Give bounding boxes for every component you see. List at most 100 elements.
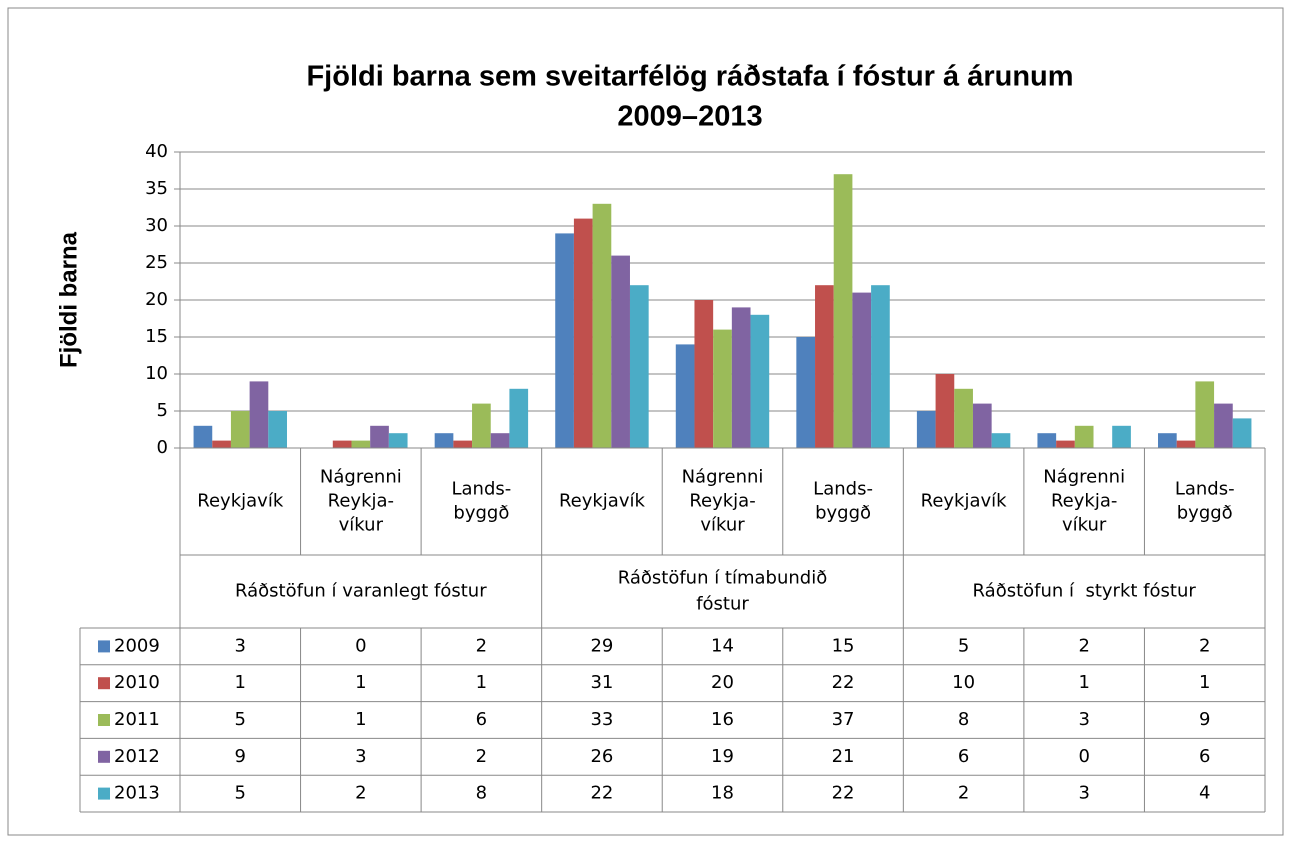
bar	[230, 411, 250, 448]
bar	[694, 300, 714, 448]
bar	[629, 285, 649, 448]
x-tick-label: Reykja-	[1051, 491, 1117, 512]
table-value: 3	[1078, 709, 1089, 730]
table-value: 2	[355, 783, 366, 804]
table-value: 1	[1078, 672, 1089, 693]
table-value: 2	[958, 783, 969, 804]
bar	[833, 174, 853, 448]
y-tick-label: 10	[145, 363, 168, 384]
table-value: 6	[1199, 746, 1210, 767]
bar	[935, 374, 955, 448]
bar	[434, 433, 454, 448]
table-value: 2	[476, 635, 487, 656]
legend-swatch	[98, 640, 110, 653]
group-label: fóstur	[696, 594, 749, 615]
table-value: 2	[476, 746, 487, 767]
x-tick-label: víkur	[339, 515, 384, 536]
x-tick-label: byggð	[1177, 503, 1233, 524]
table-value: 37	[832, 709, 855, 730]
table-value: 5	[235, 783, 246, 804]
table-value: 18	[711, 783, 734, 804]
table-value: 3	[1078, 783, 1089, 804]
table-value: 16	[711, 709, 734, 730]
table-value: 2	[1199, 635, 1210, 656]
bar	[750, 314, 770, 448]
legend-label: 2010	[114, 672, 160, 693]
table-value: 9	[235, 746, 246, 767]
x-tick-label: Reykjavík	[921, 491, 1008, 512]
y-tick-label: 25	[145, 252, 168, 273]
legend-swatch	[98, 677, 110, 690]
bar	[916, 411, 936, 448]
table-value: 3	[235, 635, 246, 656]
chart-title: 2009–2013	[617, 101, 762, 133]
x-tick-label: víkur	[1062, 515, 1107, 536]
bar	[1176, 440, 1196, 448]
table-value: 10	[952, 672, 975, 693]
y-tick-label: 30	[145, 215, 168, 236]
bar	[490, 433, 510, 448]
x-tick-label: víkur	[700, 515, 745, 536]
bar	[1214, 403, 1233, 448]
table-value: 3	[355, 746, 366, 767]
table-value: 5	[958, 635, 969, 656]
table-value: 0	[355, 635, 366, 656]
bar	[555, 233, 574, 448]
bar	[388, 433, 408, 448]
y-tick-label: 20	[145, 289, 168, 310]
bar	[1112, 425, 1131, 448]
bar	[268, 411, 287, 448]
group-label: Ráðstöfun í varanlegt fóstur	[235, 581, 487, 602]
legend-label: 2011	[114, 709, 160, 730]
table-value: 6	[476, 709, 487, 730]
table-value: 19	[711, 746, 734, 767]
x-tick-label: Reykjavík	[197, 491, 284, 512]
bar	[796, 337, 816, 448]
table-value: 1	[355, 709, 366, 730]
bar	[332, 440, 352, 448]
bar	[871, 285, 890, 448]
bar	[731, 307, 751, 448]
table-value: 14	[711, 635, 734, 656]
legend-swatch	[98, 750, 110, 763]
x-tick-label: byggð	[453, 503, 509, 524]
y-tick-label: 35	[145, 178, 168, 199]
table-value: 1	[235, 672, 246, 693]
legend-label: 2012	[114, 746, 160, 767]
group-label: Ráðstöfun í styrkt fóstur	[973, 581, 1197, 602]
table-value: 2	[1078, 635, 1089, 656]
bar	[472, 403, 491, 448]
bar	[713, 329, 732, 448]
bar	[675, 344, 695, 448]
table-value: 5	[235, 709, 246, 730]
table-value: 21	[832, 746, 855, 767]
x-tick-label: Lands-	[452, 479, 512, 500]
x-tick-label: Reykja-	[328, 491, 394, 512]
bar	[1232, 418, 1252, 448]
table-value: 4	[1199, 783, 1210, 804]
legend-swatch	[98, 787, 110, 800]
y-axis-label: Fjöldi barna	[55, 231, 82, 368]
bar	[815, 285, 834, 448]
table-value: 1	[476, 672, 487, 693]
chart-title: Fjöldi barna sem sveitarfélög ráðstafa í…	[306, 61, 1073, 93]
table-value: 31	[590, 672, 613, 693]
y-tick-label: 15	[145, 326, 168, 347]
legend-swatch	[98, 714, 110, 726]
table-value: 8	[476, 783, 487, 804]
bar	[509, 388, 529, 448]
bar	[972, 403, 992, 448]
bar	[573, 218, 593, 448]
x-tick-label: byggð	[815, 503, 871, 524]
table-value: 29	[590, 635, 613, 656]
table-value: 1	[355, 672, 366, 693]
bar	[193, 425, 213, 448]
bar	[1037, 433, 1057, 448]
y-tick-label: 5	[157, 400, 168, 421]
table-value: 22	[832, 672, 855, 693]
bar	[1074, 425, 1094, 448]
table-value: 8	[958, 709, 969, 730]
table-value: 1	[1199, 672, 1210, 693]
y-tick-label: 40	[145, 141, 168, 162]
